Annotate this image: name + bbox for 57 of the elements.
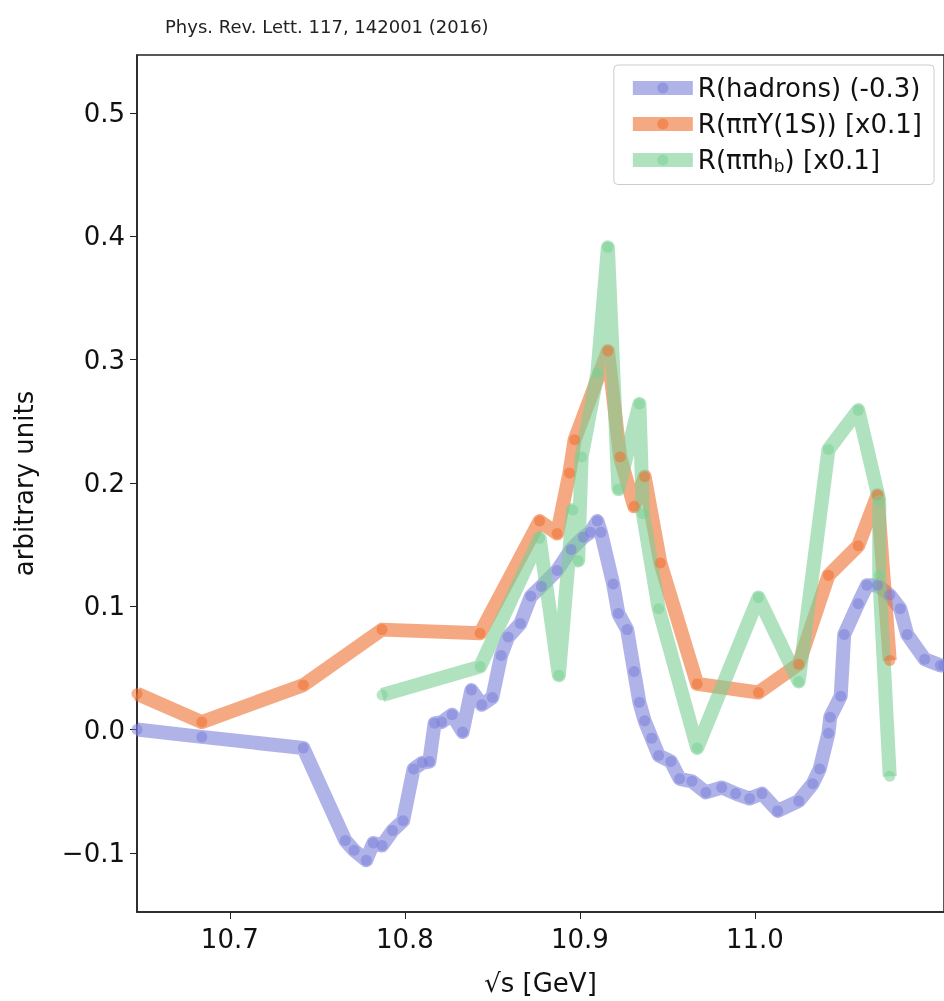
point: [654, 557, 666, 569]
point: [628, 500, 640, 512]
y-tick-label: 0.3: [83, 344, 125, 375]
y-tick-label: 0.5: [83, 97, 125, 128]
point: [633, 398, 645, 410]
point: [563, 467, 575, 479]
point: [691, 678, 703, 690]
point: [639, 471, 651, 483]
chart-title: Phys. Rev. Lett. 117, 142001 (2016): [165, 15, 489, 37]
point: [614, 451, 626, 463]
point: [567, 504, 579, 516]
point: [376, 689, 388, 701]
point: [534, 515, 546, 527]
x-tick-label: 10.7: [200, 924, 259, 954]
point: [602, 241, 614, 253]
point: [553, 669, 565, 681]
point: [474, 661, 486, 673]
y-tick-label: 0.1: [83, 591, 125, 622]
point: [884, 770, 896, 782]
point: [569, 434, 581, 446]
point: [551, 527, 563, 539]
point: [637, 508, 649, 520]
point: [691, 742, 703, 754]
point: [873, 494, 885, 506]
point: [376, 624, 388, 636]
y-tick-label: −0.1: [61, 837, 125, 868]
point: [576, 451, 588, 463]
point: [534, 532, 546, 544]
point: [131, 688, 143, 700]
point: [591, 367, 603, 379]
point: [822, 444, 834, 456]
point: [752, 687, 764, 699]
point: [793, 675, 805, 687]
y-tick-label: 0.0: [83, 714, 125, 745]
point: [793, 658, 805, 670]
point: [852, 540, 864, 552]
point: [474, 627, 486, 639]
x-tick-label: 11.0: [726, 924, 784, 954]
legend-label: R(hadrons) (-0.3): [697, 73, 921, 103]
y-tick-label: 0.2: [83, 467, 125, 498]
y-axis-title: arbitrary units: [9, 390, 39, 577]
x-axis-title: √s [GeV]: [484, 968, 597, 998]
point: [873, 569, 885, 581]
y-tick-label: 0.4: [83, 221, 125, 252]
point: [852, 404, 864, 416]
point: [822, 569, 834, 581]
point: [752, 592, 764, 604]
legend-label: R(ππY(1S)) [x0.1]: [697, 109, 923, 139]
point: [572, 555, 584, 567]
point: [196, 716, 208, 728]
point: [884, 654, 896, 666]
point: [612, 483, 624, 495]
point: [602, 345, 614, 357]
point: [297, 679, 309, 691]
x-tick-label: 10.9: [550, 924, 609, 954]
point: [653, 603, 665, 615]
x-tick-label: 10.8: [375, 924, 434, 954]
